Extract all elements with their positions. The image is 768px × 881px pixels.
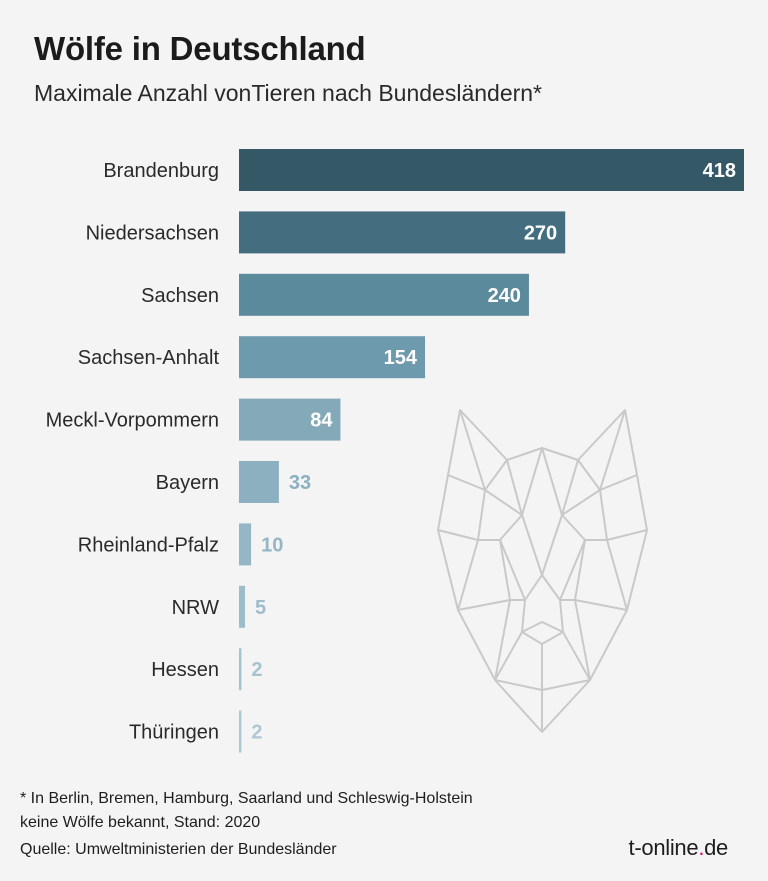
brand-logo: t-online.de [628, 835, 729, 861]
footnote-line-2: keine Wölfe bekannt, Stand: 2020 [20, 814, 261, 831]
category-label-brandenburg: Brandenburg [103, 160, 219, 182]
wolf-head-icon [437, 409, 648, 733]
bar-meckl-vorpommern [239, 398, 341, 441]
chart-title: Wölfe in Deutschland [34, 30, 366, 67]
value-label-th-ringen: 2 [251, 722, 262, 744]
category-label-nrw: NRW [172, 597, 220, 619]
bar-hessen [239, 648, 242, 691]
footnote: * In Berlin, Bremen, Hamburg, Saarland u… [20, 787, 580, 835]
value-label-niedersachsen: 270 [524, 222, 557, 244]
source-note: Quelle: Umweltministerien der Bundesländ… [20, 841, 337, 858]
brand-dot: . [698, 835, 705, 860]
value-label-sachsen-anhalt: 154 [384, 347, 418, 369]
bar-sachsen-anhalt [239, 336, 426, 379]
category-label-sachsen-anhalt: Sachsen-Anhalt [78, 347, 220, 369]
bar-rheinland-pfalz [239, 523, 252, 566]
value-label-hessen: 2 [251, 659, 262, 681]
brand-name: t-online [628, 835, 699, 860]
brand-tld: de [704, 835, 728, 860]
bar-nrw [239, 585, 246, 628]
category-label-niedersachsen: Niedersachsen [86, 222, 219, 244]
chart-subtitle: Maximale Anzahl vonTieren nach Bundeslän… [34, 80, 543, 106]
bar-sachsen [239, 273, 529, 316]
bar-bayern [239, 461, 279, 503]
category-label-sachsen: Sachsen [141, 285, 219, 307]
bar-niedersachsen [239, 211, 566, 254]
bar-th-ringen [239, 710, 242, 753]
value-label-sachsen: 240 [488, 285, 521, 307]
category-label-meckl-vorpommern: Meckl-Vorpommern [46, 410, 219, 432]
footnote-line-1: * In Berlin, Bremen, Hamburg, Saarland u… [20, 790, 473, 807]
value-label-bayern: 33 [289, 472, 311, 494]
category-label-hessen: Hessen [151, 659, 219, 681]
value-label-nrw: 5 [255, 597, 266, 619]
value-label-rheinland-pfalz: 10 [261, 534, 283, 556]
value-label-brandenburg: 418 [703, 160, 736, 182]
bar-brandenburg [239, 149, 744, 191]
category-label-bayern: Bayern [156, 472, 219, 494]
value-label-meckl-vorpommern: 84 [310, 410, 333, 432]
category-label-th-ringen: Thüringen [129, 722, 219, 744]
category-label-rheinland-pfalz: Rheinland-Pfalz [78, 534, 219, 556]
